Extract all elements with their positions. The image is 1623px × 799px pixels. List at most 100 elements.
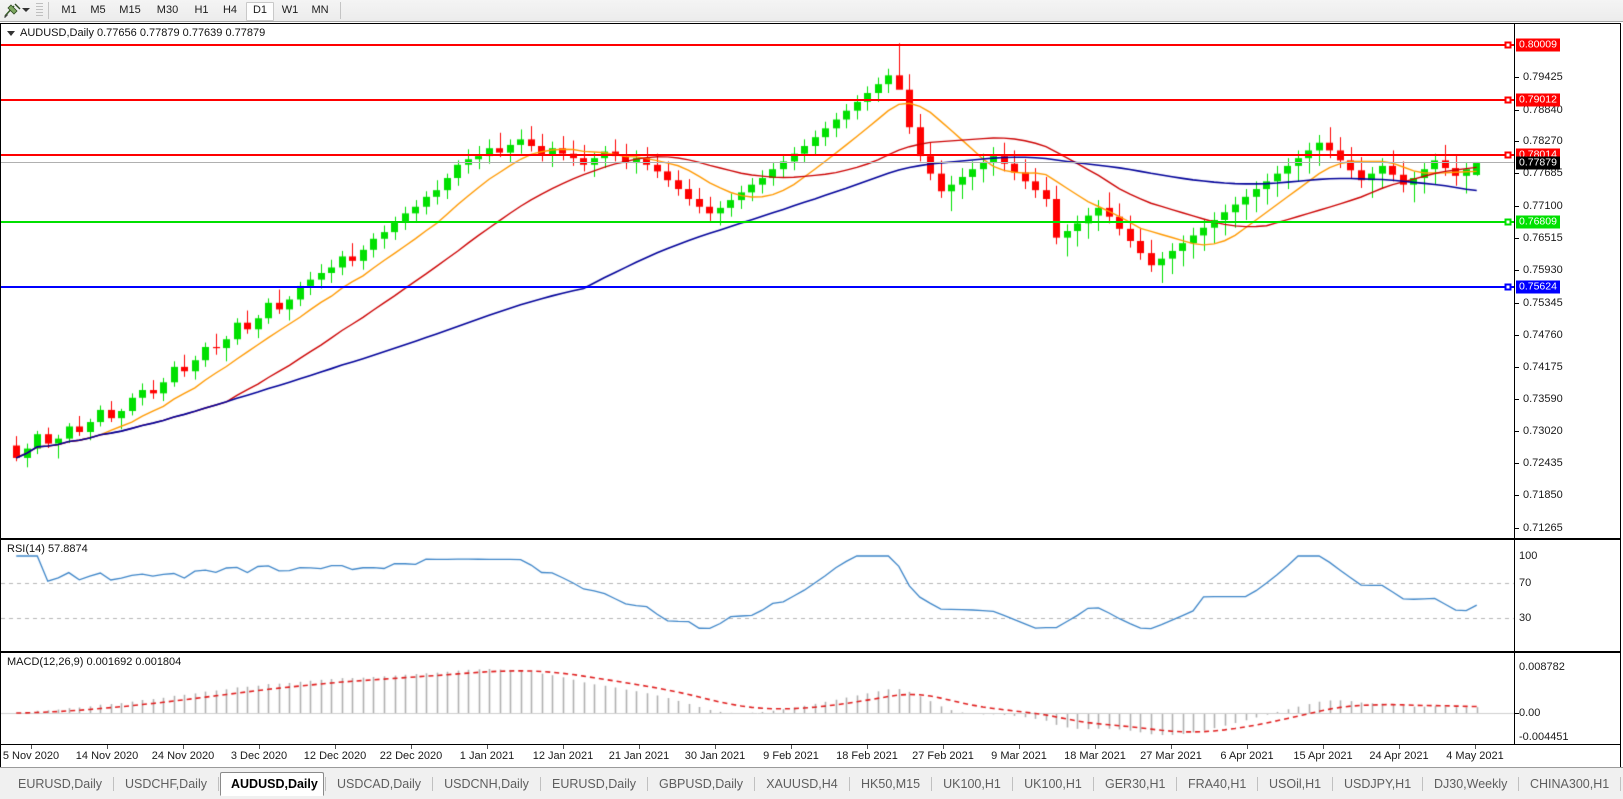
- time-tick-label: 3 Dec 2020: [230, 750, 288, 762]
- time-tick: [1247, 745, 1248, 749]
- price-tick: [1515, 430, 1519, 432]
- price-level-line[interactable]: [1, 154, 1514, 157]
- candlestick-canvas[interactable]: [1, 24, 1514, 538]
- chevron-down-icon[interactable]: [22, 8, 30, 12]
- toolbar-separator: [48, 2, 49, 19]
- rsi-pane[interactable]: RSI(14) 57.8874 100 70 30: [1, 540, 1620, 651]
- chart-tab-uk100-h1[interactable]: UK100,H1: [943, 777, 1001, 791]
- collapse-triangle-icon[interactable]: [7, 30, 15, 36]
- chart-tab-usdchf-daily[interactable]: USDCHF,Daily: [125, 777, 207, 791]
- price-tick-label: 0.78270: [1523, 135, 1563, 148]
- chart-tab-usdcad-daily[interactable]: USDCAD,Daily: [337, 777, 422, 791]
- price-level-handle[interactable]: [1504, 96, 1512, 104]
- time-tick: [943, 745, 944, 749]
- chart-tab-usdjpy-h1[interactable]: USDJPY,H1: [1344, 777, 1412, 791]
- macd-canvas[interactable]: [1, 653, 1514, 744]
- time-tick-label: 9 Feb 2021: [763, 750, 819, 762]
- time-tick: [487, 745, 488, 749]
- macd-tick-label: 0.00: [1519, 707, 1541, 719]
- price-tick-label: 0.71850: [1523, 489, 1563, 502]
- chart-tab-usdcnh-daily[interactable]: USDCNH,Daily: [444, 777, 529, 791]
- price-level-handle[interactable]: [1504, 283, 1512, 291]
- chart-tab-bar[interactable]: EURUSD,Daily USDCHF,Daily AUDUSD,Daily USDC…: [0, 767, 1623, 799]
- price-tick: [1515, 141, 1519, 143]
- time-tick: [1019, 745, 1020, 749]
- price-tick: [1515, 334, 1519, 336]
- price-level-line[interactable]: [1, 286, 1514, 289]
- rsi-canvas[interactable]: [1, 540, 1514, 651]
- chart-tab-gbpusd-daily[interactable]: GBPUSD,Daily: [659, 777, 744, 791]
- chart-tab-eurusd-daily[interactable]: EURUSD,Daily: [552, 777, 637, 791]
- chart-tab-uk100-h1[interactable]: UK100,H1: [1024, 777, 1082, 791]
- chart-tab-china300-h1[interactable]: CHINA300,H1: [1530, 777, 1610, 791]
- price-tick-label: 0.76515: [1523, 231, 1563, 244]
- time-tick: [335, 745, 336, 749]
- timeframe-m1[interactable]: M1: [61, 4, 77, 16]
- chart-tab-fra40-h1[interactable]: FRA40,H1: [1188, 777, 1247, 791]
- timeframe-mn[interactable]: MN: [311, 4, 329, 16]
- timeframe-d1[interactable]: D1: [246, 2, 274, 21]
- chart-tab-ger30-h1[interactable]: GER30,H1: [1105, 777, 1166, 791]
- pane-separator-macd[interactable]: [1, 651, 1620, 653]
- price-tag-support-line[interactable]: 0.76809: [1516, 215, 1560, 229]
- rsi-axis: 100 70 30: [1514, 540, 1620, 651]
- time-tick: [715, 745, 716, 749]
- price-tick: [1515, 463, 1519, 465]
- chart-tab-hk50-m15[interactable]: HK50,M15: [861, 777, 921, 791]
- price-level-handle[interactable]: [1504, 41, 1512, 49]
- chart-tab-dj30-weekly[interactable]: DJ30,Weekly: [1434, 777, 1508, 791]
- time-tick: [1171, 745, 1172, 749]
- price-tick-label: 0.77685: [1523, 167, 1563, 180]
- price-pane[interactable]: AUDUSD,Daily 0.77656 0.77879 0.77639 0.7…: [1, 24, 1620, 538]
- price-tag-last-price[interactable]: 0.77879: [1516, 156, 1560, 170]
- timeframe-m15[interactable]: M15: [119, 4, 141, 16]
- time-tick: [107, 745, 108, 749]
- chart-frame[interactable]: AUDUSD,Daily 0.77656 0.77879 0.77639 0.7…: [0, 23, 1621, 745]
- time-tick-label: 15 Apr 2021: [1293, 750, 1353, 762]
- price-level-line[interactable]: [1, 99, 1514, 102]
- time-tick-label: 24 Apr 2021: [1369, 750, 1429, 762]
- price-level-line[interactable]: [1, 161, 1514, 163]
- time-tick-label: 12 Dec 2020: [303, 750, 367, 762]
- chart-tab-usoil-h1[interactable]: USOil,H1: [1269, 777, 1322, 791]
- chart-tab-audusd-daily[interactable]: AUDUSD,Daily: [220, 772, 324, 796]
- time-axis[interactable]: 5 Nov 2020 14 Nov 2020 24 Nov 2020 3 Dec 20…: [0, 745, 1621, 767]
- time-tick: [411, 745, 412, 749]
- price-level-handle[interactable]: [1504, 218, 1512, 226]
- price-tag-support-line[interactable]: 0.75624: [1516, 280, 1560, 294]
- rsi-header: RSI(14) 57.8874: [7, 543, 88, 555]
- price-axis[interactable]: 0.79425 0.78840 0.78270 0.77685 0.77100 0.765…: [1514, 24, 1620, 538]
- macd-axis: 0.008782 0.00 -0.004451: [1514, 653, 1620, 744]
- price-tick-label: 0.74175: [1523, 361, 1563, 374]
- price-tag-resistance-line[interactable]: 0.79012: [1516, 93, 1560, 107]
- time-tick-label: 6 Apr 2021: [1220, 750, 1274, 762]
- time-tick-label: 18 Feb 2021: [836, 750, 898, 762]
- macd-tick-label: 0.008782: [1519, 661, 1565, 673]
- toolbar-grip[interactable]: [36, 3, 43, 18]
- timeframe-m5[interactable]: M5: [90, 4, 106, 16]
- timeframe-m30[interactable]: M30: [156, 4, 179, 16]
- price-tick-label: 0.73590: [1523, 393, 1563, 406]
- timeframe-h1[interactable]: H1: [194, 4, 209, 16]
- macd-header: MACD(12,26,9) 0.001692 0.001804: [7, 656, 182, 668]
- tab-divider: [1332, 777, 1333, 791]
- tab-divider: [931, 777, 932, 791]
- chart-tab-xauusd-h4[interactable]: XAUUSD,H4: [766, 777, 838, 791]
- pane-separator-rsi[interactable]: [1, 538, 1620, 540]
- price-tick-label: 0.73020: [1523, 424, 1563, 437]
- chart-tab-eurusd-daily[interactable]: EURUSD,Daily: [18, 777, 103, 791]
- tab-divider: [647, 777, 648, 791]
- price-tag-resistance-line[interactable]: 0.80009: [1516, 38, 1560, 52]
- tab-divider: [218, 777, 219, 791]
- timeframe-h4[interactable]: H4: [222, 4, 238, 16]
- price-tick: [1515, 205, 1519, 207]
- timeframe-w1[interactable]: W1: [281, 4, 299, 16]
- crosshair-cursor-icon[interactable]: [3, 3, 21, 19]
- price-level-handle[interactable]: [1504, 151, 1512, 159]
- price-level-line[interactable]: [1, 220, 1514, 223]
- tab-divider: [540, 777, 541, 791]
- symbol-header-text: AUDUSD,Daily 0.77656 0.77879 0.77639 0.7…: [20, 27, 266, 39]
- price-level-line[interactable]: [1, 44, 1514, 47]
- price-tick-label: 0.72435: [1523, 457, 1563, 470]
- macd-pane[interactable]: MACD(12,26,9) 0.001692 0.001804 0.008782…: [1, 653, 1620, 744]
